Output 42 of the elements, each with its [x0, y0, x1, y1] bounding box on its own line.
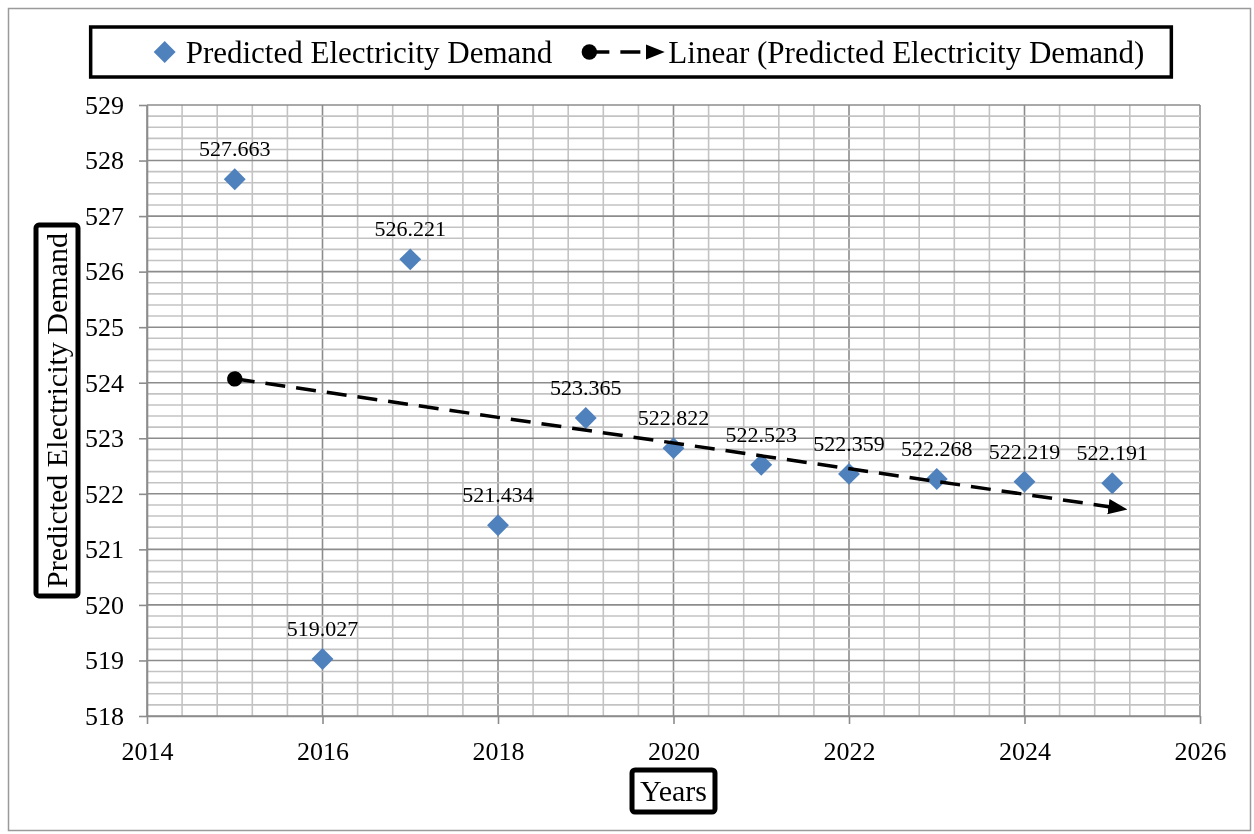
y-axis-title: Predicted Electricity Demand — [39, 233, 73, 588]
data-label: 522.219 — [988, 438, 1061, 464]
data-label: 522.359 — [813, 430, 885, 456]
point — [311, 648, 334, 670]
y-tick-label: 529 — [85, 90, 124, 120]
legend-label: Predicted Electricity Demand — [185, 34, 553, 70]
y-tick-label: 518 — [85, 701, 124, 731]
point — [1013, 470, 1036, 493]
y-tick-label: 520 — [85, 590, 124, 620]
data-label: 527.663 — [199, 136, 271, 162]
legend-label: Linear (Predicted Electricity Demand) — [668, 34, 1145, 70]
data-label: 523.365 — [550, 375, 622, 400]
x-tick-label: 2024 — [999, 737, 1051, 767]
data-label: 519.027 — [286, 615, 359, 641]
x-tick-label: 2020 — [648, 737, 700, 767]
data-label: 522.268 — [901, 435, 973, 461]
point — [1101, 472, 1124, 495]
y-tick-label: 519 — [85, 646, 124, 676]
x-tick-label: 2014 — [121, 737, 174, 767]
x-tick-label: 2026 — [1174, 737, 1227, 767]
point — [223, 168, 246, 191]
data-label: 522.822 — [637, 405, 710, 431]
y-tick-label: 522 — [85, 479, 124, 509]
data-label: 526.221 — [374, 216, 446, 242]
y-tick-label: 521 — [85, 535, 124, 565]
point — [487, 514, 509, 537]
y-tick-label: 523 — [85, 424, 124, 454]
x-tick-label: 2022 — [823, 737, 876, 767]
x-tick-label: 2018 — [472, 737, 525, 767]
point — [925, 467, 948, 490]
y-tick-label: 528 — [85, 146, 124, 176]
point — [574, 407, 597, 429]
y-tick-label: 525 — [85, 313, 124, 342]
data-label: 522.191 — [1076, 440, 1148, 466]
data-label: 522.523 — [725, 421, 797, 447]
x-tick-label: 2016 — [297, 737, 349, 767]
data-label: 521.434 — [462, 482, 534, 508]
y-tick-label: 526 — [85, 257, 124, 287]
y-tick-label: 524 — [85, 368, 124, 398]
x-axis-title: Years — [640, 773, 707, 807]
point — [399, 248, 422, 271]
y-tick-label: 527 — [85, 201, 124, 231]
